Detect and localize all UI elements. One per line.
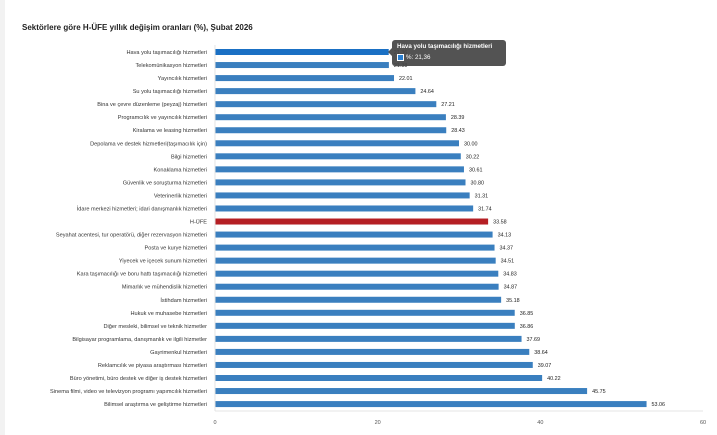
category-label: Sinema filmi, video ve televizyon progra… [50,389,207,395]
x-tick-label: 0 [213,420,216,426]
bar[interactable] [215,270,499,277]
data-label: 34.87 [504,285,518,291]
bar[interactable] [215,309,515,316]
bar[interactable] [215,101,437,108]
data-label: 34.51 [501,259,515,265]
x-tick-label: 20 [375,420,381,426]
data-label: 34.83 [503,272,517,278]
category-label: İstihdam hizmetleri [160,297,207,304]
bar[interactable] [215,218,489,225]
data-label: 30.61 [469,167,483,173]
data-label: 34.13 [498,233,512,239]
category-label: Depolama ve destek hizmetleri(taşımacılı… [90,141,207,147]
data-label: 53.06 [652,402,666,408]
bar[interactable] [215,257,496,264]
data-label: 30.00 [464,141,478,147]
category-label: Seyahat acentesi, tur operatörü, diğer r… [56,233,207,239]
category-label: Bilgi hizmetleri [171,154,207,160]
data-label: 34.37 [500,246,514,252]
category-label: Yayıncılık hizmetleri [158,76,207,82]
category-label: Posta ve kurye hizmetleri [145,246,208,252]
data-label: 33.58 [493,220,507,226]
data-label: 28.39 [451,115,465,121]
data-label: 40.22 [547,376,561,382]
category-label: Bina ve çevre düzenleme (peyzaj) hizmetl… [97,102,207,108]
data-label: 22.01 [399,76,413,82]
category-label: Kara taşımacılığı ve boru hattı taşımacı… [77,272,207,278]
data-label: 31.31 [475,193,489,199]
category-label: Bilimsel araştırma ve geliştirme hizmetl… [104,402,207,408]
x-tick-label: 40 [537,420,543,426]
bar[interactable] [215,127,447,134]
category-label: Hukuk ve muhasebe hizmetleri [131,311,207,317]
tooltip-title: Hava yolu taşımacılığı hizmetleri [397,43,493,50]
data-label: 37.69 [527,337,541,343]
tooltip: Hava yolu taşımacılığı hizmetleri %: 21,… [388,40,506,66]
data-label: 39.07 [538,363,552,369]
data-label: 36.85 [520,311,534,317]
data-label: 35.18 [506,298,520,304]
category-label: Diğer mesleki, bilimsel ve teknik hizmet… [103,324,207,330]
data-label: 30.22 [466,154,480,160]
category-label: Mimarlık ve mühendislik hizmetleri [122,285,207,291]
category-label: Bilgisayar programlama, danışmanlık ve i… [72,337,207,343]
category-label: İdare merkezi hizmetleri; idari danışman… [77,205,207,212]
x-tick-label: 60 [700,420,706,426]
bar[interactable] [215,75,395,82]
bar[interactable] [215,179,466,186]
bar[interactable] [215,361,533,368]
data-label: 21.38 [394,63,408,69]
data-label: 24.64 [420,89,434,95]
bar[interactable] [215,296,502,303]
category-label: Konaklama hizmetleri [154,167,207,173]
data-label: 45.75 [592,389,606,395]
chart-title: Sektörlere göre H-ÜFE yıllık değişim ora… [22,23,253,32]
bar[interactable] [215,335,522,342]
bar[interactable] [215,388,588,395]
bar[interactable] [215,192,470,199]
category-label: Gayrimenkul hizmetleri [150,350,207,356]
category-label: H-ÜFE [190,219,207,226]
bar[interactable] [215,88,416,95]
bar[interactable] [215,140,460,147]
data-label: 28.43 [451,128,465,134]
bar[interactable] [215,62,389,69]
bar[interactable] [215,114,446,121]
data-label: 30.80 [471,180,485,186]
bar[interactable] [215,375,543,381]
data-label: 38.64 [534,350,548,356]
category-label: Telekomünikasyon hizmetleri [135,63,207,69]
category-label: Güvenlik ve soruşturma hizmetleri [123,180,207,186]
category-label: Reklamcılık ve piyasa araştırması hizmet… [98,363,207,369]
bar[interactable] [215,153,461,160]
tooltip-value-row: %: 21,36 [397,54,430,61]
bar[interactable] [215,348,530,355]
data-label: 27.21 [441,102,455,108]
bar[interactable] [215,283,499,290]
data-label: 36.86 [520,324,534,330]
category-label: Veterinerlik hizmetleri [154,193,207,199]
bar[interactable] [215,401,647,408]
category-label: Büro yönetimi, büro destek ve diğer iş d… [70,376,207,382]
category-label: Su yolu taşımacılığı hizmetleri [133,89,207,95]
category-label: Hava yolu taşımacılığı hizmetleri [126,50,207,56]
bar[interactable] [215,322,515,329]
category-label: Programcılık ve yayıncılık hizmetleri [118,115,207,121]
tooltip-arrow [388,48,392,56]
tooltip-series-swatch [397,54,404,61]
bar[interactable] [215,166,464,173]
category-label: Yiyecek ve içecek sunum hizmetleri [119,259,207,265]
category-label: Kiralama ve leasing hizmetleri [133,128,207,134]
bar[interactable] [215,205,474,212]
bar[interactable] [215,49,389,55]
bar[interactable] [215,244,495,251]
left-panel-edge [0,0,5,435]
tooltip-value: %: 21,36 [406,54,431,61]
data-label: 31.74 [478,206,492,212]
bar[interactable] [215,231,493,238]
